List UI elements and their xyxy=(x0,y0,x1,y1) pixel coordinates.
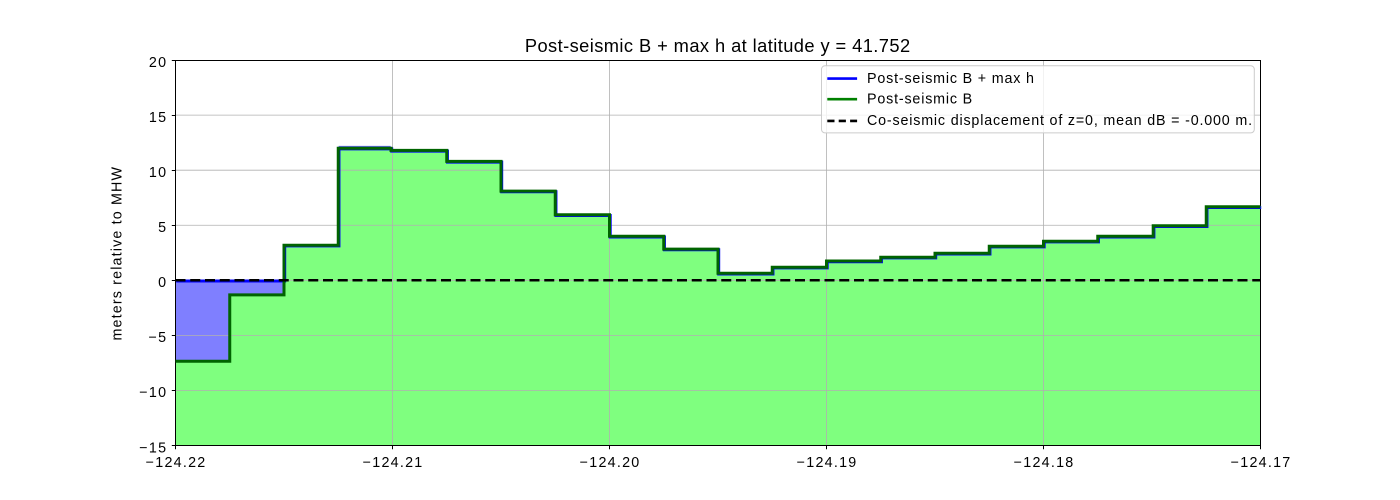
svg-text:20: 20 xyxy=(149,55,167,71)
svg-text:−124.21: −124.21 xyxy=(363,455,424,471)
svg-text:−124.22: −124.22 xyxy=(146,455,207,471)
svg-text:Co-seismic displacement of z=0: Co-seismic displacement of z=0, mean dB … xyxy=(867,113,1253,129)
svg-text:5: 5 xyxy=(158,220,167,236)
svg-text:0: 0 xyxy=(158,275,167,291)
svg-text:10: 10 xyxy=(149,165,167,181)
svg-text:−124.18: −124.18 xyxy=(1014,455,1075,471)
svg-text:15: 15 xyxy=(149,110,167,126)
svg-text:−124.19: −124.19 xyxy=(797,455,858,471)
svg-text:Post-seismic B + max h: Post-seismic B + max h xyxy=(867,71,1035,87)
svg-text:meters relative to MHW: meters relative to MHW xyxy=(109,166,125,341)
svg-text:−15: −15 xyxy=(139,440,167,456)
svg-text:Post-seismic B: Post-seismic B xyxy=(867,92,973,108)
svg-text:−5: −5 xyxy=(148,330,167,346)
svg-text:−124.17: −124.17 xyxy=(1231,455,1292,471)
svg-text:−124.20: −124.20 xyxy=(580,455,641,471)
svg-text:Post-seismic B + max h at lati: Post-seismic B + max h at latitude y = 4… xyxy=(525,35,911,56)
svg-text:−10: −10 xyxy=(139,385,167,401)
